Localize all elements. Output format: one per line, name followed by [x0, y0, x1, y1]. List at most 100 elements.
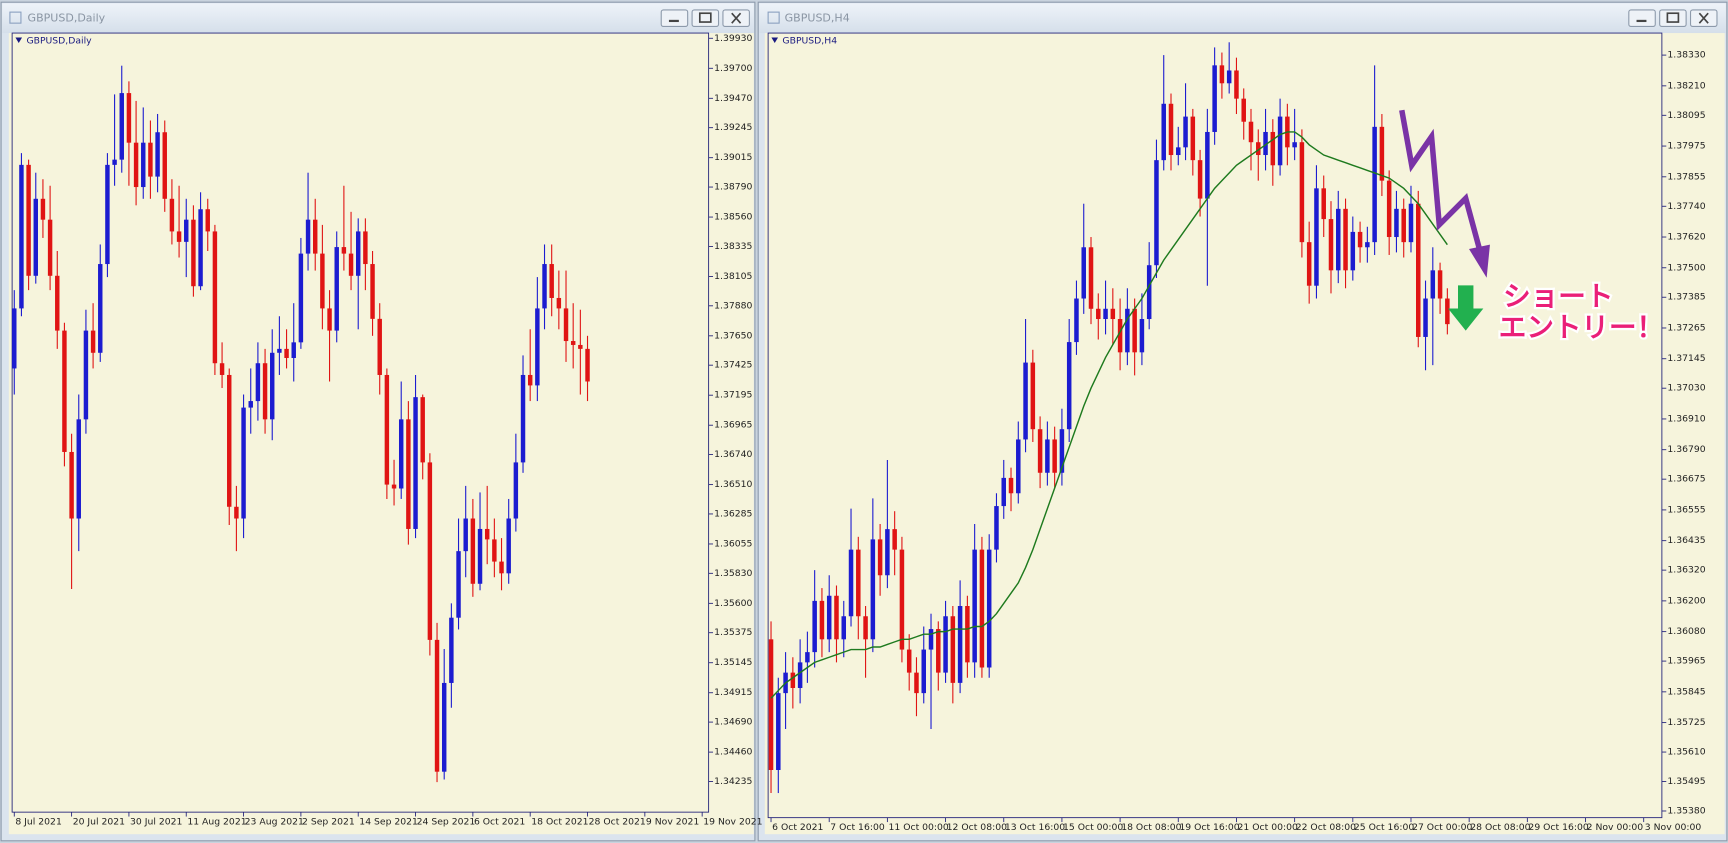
- minimize-button[interactable]: [660, 9, 689, 27]
- annotation-text: エントリー！: [1499, 311, 1664, 343]
- candle-body: [363, 231, 368, 265]
- candle-body: [33, 198, 38, 276]
- y-tick-label: 1.39700: [714, 63, 752, 74]
- x-tick-label: 25 Oct 16:00: [1354, 822, 1414, 833]
- candle-body: [155, 132, 160, 177]
- candle-body: [1045, 439, 1050, 473]
- candle-body: [1190, 116, 1196, 161]
- candle-body: [826, 595, 832, 640]
- x-tick-label: 22 Oct 08:00: [1296, 822, 1356, 833]
- candle-body: [477, 528, 483, 584]
- minimize-button[interactable]: [1628, 9, 1656, 27]
- candle-body: [1357, 231, 1363, 248]
- candle-body: [1299, 142, 1305, 243]
- maximize-button[interactable]: [691, 9, 720, 27]
- y-tick-label: 1.39245: [714, 122, 752, 133]
- y-tick-label: 1.34915: [714, 687, 752, 698]
- candle-body: [549, 264, 554, 298]
- x-tick-label: 14 Sep 2021: [359, 817, 418, 828]
- candle-body: [320, 253, 325, 309]
- candle-body: [377, 318, 382, 375]
- y-tick-label: 1.37740: [1667, 201, 1705, 212]
- x-tick-label: 18 Oct 2021: [531, 817, 588, 828]
- maximize-button[interactable]: [1659, 9, 1687, 27]
- candle-body: [841, 616, 847, 640]
- candle-body: [1277, 116, 1283, 166]
- candle-body: [965, 606, 970, 663]
- y-tick-label: 1.36285: [714, 508, 752, 519]
- icon: [731, 12, 742, 24]
- icon: [698, 12, 712, 23]
- y-tick-label: 1.38790: [714, 182, 752, 193]
- candle-body: [90, 330, 96, 353]
- candle-body: [112, 159, 117, 165]
- x-tick-label: 28 Oct 2021: [589, 817, 646, 828]
- window-title: GBPUSD,Daily: [28, 12, 106, 25]
- x-tick-label: 7 Oct 16:00: [830, 822, 885, 833]
- candle-body: [1306, 242, 1312, 286]
- candle-body: [972, 549, 977, 663]
- menu-triangle[interactable]: [15, 37, 23, 43]
- x-tick-label: 3 Nov 00:00: [1645, 822, 1702, 833]
- candle-body: [284, 348, 289, 359]
- candle-body: [348, 253, 354, 276]
- y-tick-label: 1.39015: [714, 152, 752, 163]
- candle-body: [1379, 126, 1385, 181]
- candle-body: [441, 682, 447, 772]
- candle-body: [1365, 242, 1370, 248]
- y-tick-label: 1.38095: [1667, 110, 1705, 121]
- candle-body: [191, 219, 196, 287]
- candle-body: [877, 539, 883, 576]
- candle-body: [449, 617, 454, 683]
- candle-body: [105, 164, 110, 265]
- y-tick-label: 1.36555: [1667, 504, 1705, 515]
- candle-body: [1110, 308, 1116, 320]
- candle-body: [585, 348, 590, 382]
- candle-body: [227, 374, 232, 507]
- zigzag-arrow: [1399, 109, 1483, 252]
- candle-body: [1197, 160, 1203, 199]
- y-tick-label: 1.36080: [1667, 626, 1705, 637]
- y-tick-label: 1.34460: [714, 747, 752, 758]
- y-tick-label: 1.34235: [714, 776, 752, 787]
- candle-body: [1176, 147, 1181, 156]
- x-tick-label: 9 Nov 2021: [646, 817, 699, 828]
- x-tick-label: 11 Aug 2021: [187, 817, 246, 828]
- plot-frame: [11, 32, 710, 813]
- menu-triangle[interactable]: [771, 37, 779, 43]
- candle-body: [797, 662, 803, 688]
- x-tick-label: 23 Aug 2021: [245, 817, 304, 828]
- candle-body: [1074, 298, 1079, 343]
- plot-frame: [767, 32, 1663, 819]
- y-tick-label: 1.39930: [714, 33, 752, 44]
- y-tick-label: 1.35610: [1667, 747, 1705, 758]
- candle-body: [434, 639, 440, 772]
- x-tick-label: 2 Sep 2021: [302, 817, 355, 828]
- window-title: GBPUSD,H4: [785, 12, 850, 25]
- candle-body: [291, 342, 296, 359]
- y-tick-label: 1.36200: [1667, 595, 1705, 606]
- candle-body: [76, 419, 81, 519]
- candle-body: [1132, 308, 1137, 353]
- annotation-arrows: [1399, 109, 1490, 331]
- down-arrow: [1448, 285, 1484, 331]
- candle-body: [1437, 270, 1443, 299]
- candle-body: [255, 363, 261, 402]
- y-tick-label: 1.38335: [714, 241, 752, 252]
- candle-body: [513, 462, 519, 519]
- candle-body: [506, 518, 511, 574]
- candle-body: [298, 253, 304, 343]
- candle-body: [1212, 65, 1217, 132]
- candle-body: [305, 219, 311, 254]
- chart-title: GBPUSD,H4: [782, 35, 837, 46]
- y-tick-label: 1.35495: [1667, 776, 1705, 787]
- y-tick-label: 1.37855: [1667, 171, 1705, 182]
- moving-average-line: [770, 131, 1448, 699]
- candle-body: [776, 693, 781, 770]
- window-buttons[interactable]: [660, 9, 750, 27]
- x-tick-label: 12 Oct 08:00: [947, 822, 1007, 833]
- x-tick-label: 13 Oct 16:00: [1005, 822, 1065, 833]
- candle-body: [863, 616, 868, 640]
- window-buttons[interactable]: [1628, 9, 1718, 27]
